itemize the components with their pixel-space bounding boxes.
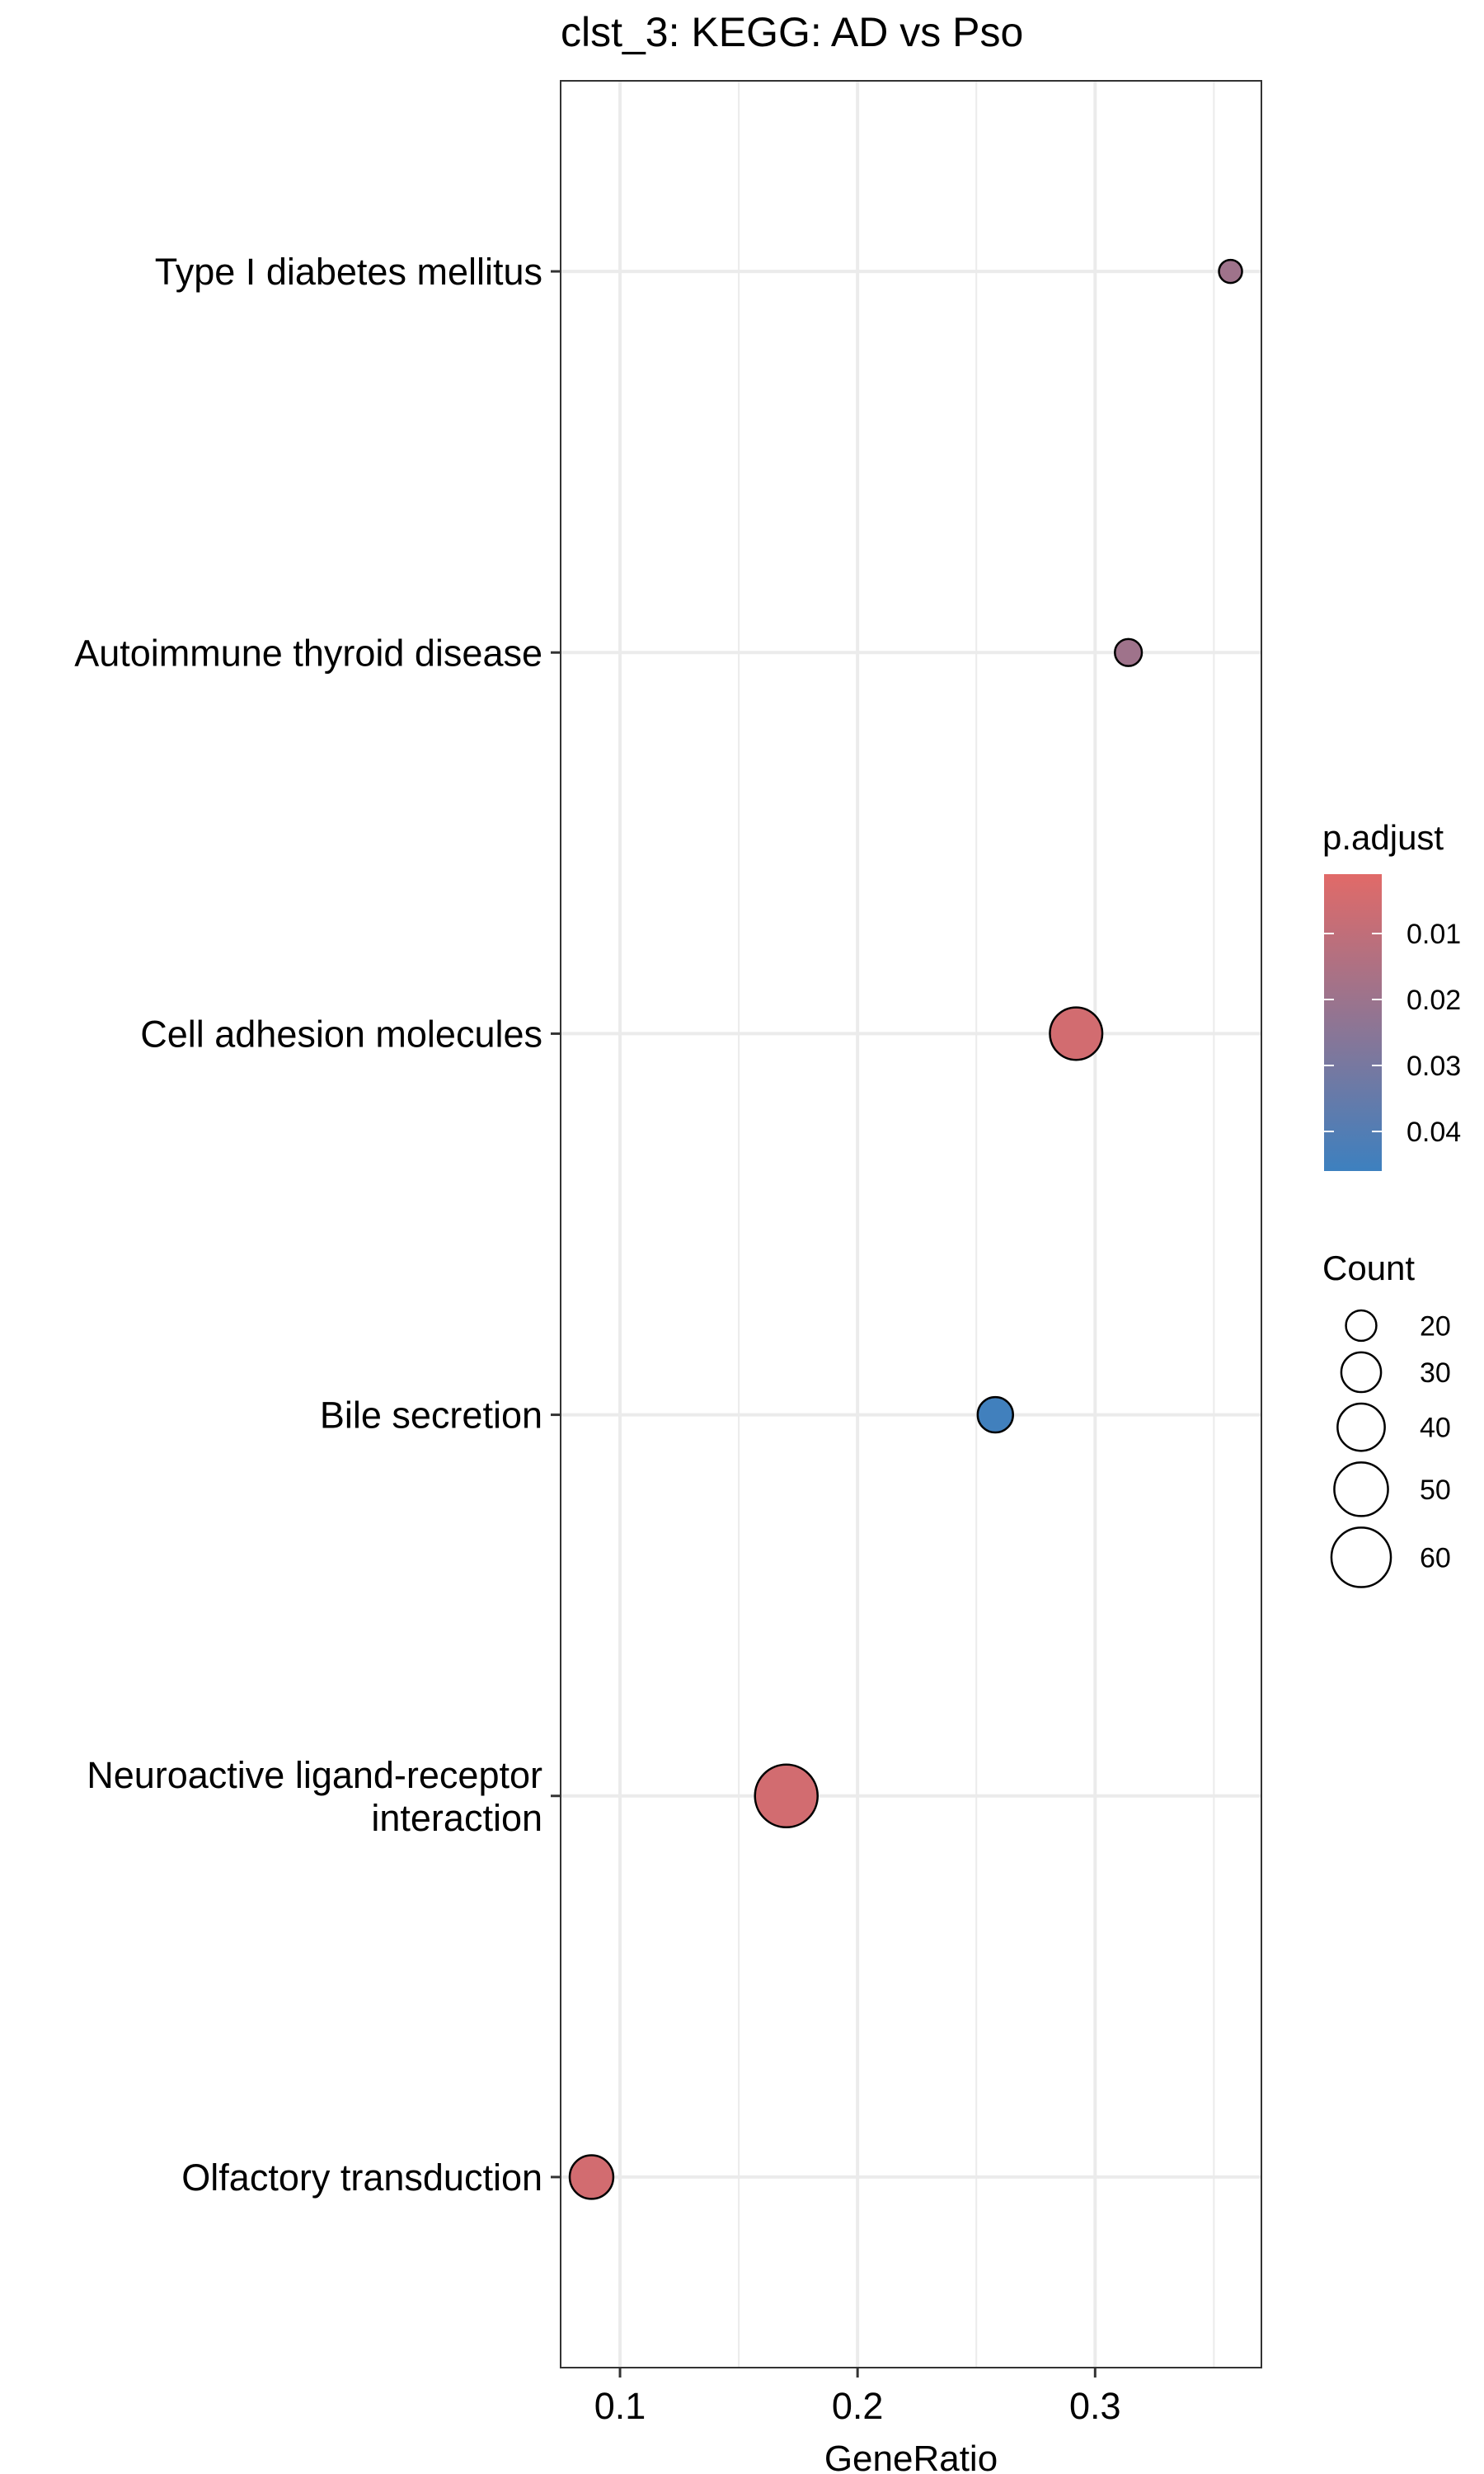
data-point xyxy=(568,2154,615,2200)
size-legend-key xyxy=(1345,1309,1378,1343)
y-tick-label-line: interaction xyxy=(371,1797,542,1839)
size-legend-label: 40 xyxy=(1420,1413,1451,1444)
colorbar-label: 0.02 xyxy=(1407,985,1461,1016)
x-tick-label: 0.3 xyxy=(1069,2385,1121,2427)
y-tick-label: Neuroactive ligand-receptor interaction xyxy=(87,1754,542,1839)
chart-title: clst_3: KEGG: AD vs Pso xyxy=(561,9,1023,55)
size-legend-key xyxy=(1336,1402,1386,1452)
y-tick-label-line: Autoimmune thyroid disease xyxy=(74,632,542,674)
data-point xyxy=(976,1395,1014,1434)
y-tick-label: Cell adhesion molecules xyxy=(140,1013,542,1055)
y-tick-label: Autoimmune thyroid disease xyxy=(74,632,542,674)
colorbar xyxy=(1324,874,1382,1171)
colorbar-label: 0.01 xyxy=(1407,919,1461,950)
data-point xyxy=(1114,637,1144,667)
data-point xyxy=(754,1763,819,1828)
colorbar-label: 0.03 xyxy=(1407,1051,1461,1082)
y-tick-label-line: Olfactory transduction xyxy=(181,2157,542,2199)
size-legend-title: Count xyxy=(1322,1249,1415,1287)
grid xyxy=(561,81,1261,2368)
size-legend-label: 30 xyxy=(1420,1357,1451,1389)
size-legend-key xyxy=(1330,1526,1392,1588)
y-tick-label-line: Bile secretion xyxy=(320,1395,542,1437)
data-points xyxy=(568,258,1243,2200)
color-legend-title: p.adjust xyxy=(1322,818,1444,857)
color-legend: p.adjust 0.01 0.02 0.03 0.04 xyxy=(1322,818,1461,1171)
y-tick-label-line: Neuroactive ligand-receptor xyxy=(87,1754,542,1796)
size-legend-label: 60 xyxy=(1420,1542,1451,1573)
y-tick-label: Bile secretion xyxy=(320,1395,542,1437)
data-point xyxy=(1218,258,1243,285)
size-legend-key xyxy=(1340,1351,1383,1394)
y-tick-label: Olfactory transduction xyxy=(181,2157,542,2199)
x-axis: 0.1 0.2 0.3 xyxy=(594,2368,1121,2427)
y-tick-label-line: Cell adhesion molecules xyxy=(140,1013,542,1055)
x-tick-label: 0.1 xyxy=(594,2385,646,2427)
plot-background xyxy=(561,81,1261,2368)
size-legend-label: 50 xyxy=(1420,1475,1451,1506)
y-tick-label-line: Type I diabetes mellitus xyxy=(155,251,542,293)
y-axis: Olfactory transduction Neuroactive ligand… xyxy=(74,251,561,2199)
y-tick-label: Type I diabetes mellitus xyxy=(155,251,542,293)
size-legend-label: 20 xyxy=(1420,1310,1451,1342)
size-legend-key xyxy=(1333,1461,1389,1517)
x-axis-title: GeneRatio xyxy=(824,2439,998,2474)
x-tick-label: 0.2 xyxy=(832,2385,884,2427)
data-point xyxy=(1049,1006,1104,1061)
plot-panel-border xyxy=(560,80,1262,2368)
colorbar-label: 0.04 xyxy=(1407,1117,1461,1148)
